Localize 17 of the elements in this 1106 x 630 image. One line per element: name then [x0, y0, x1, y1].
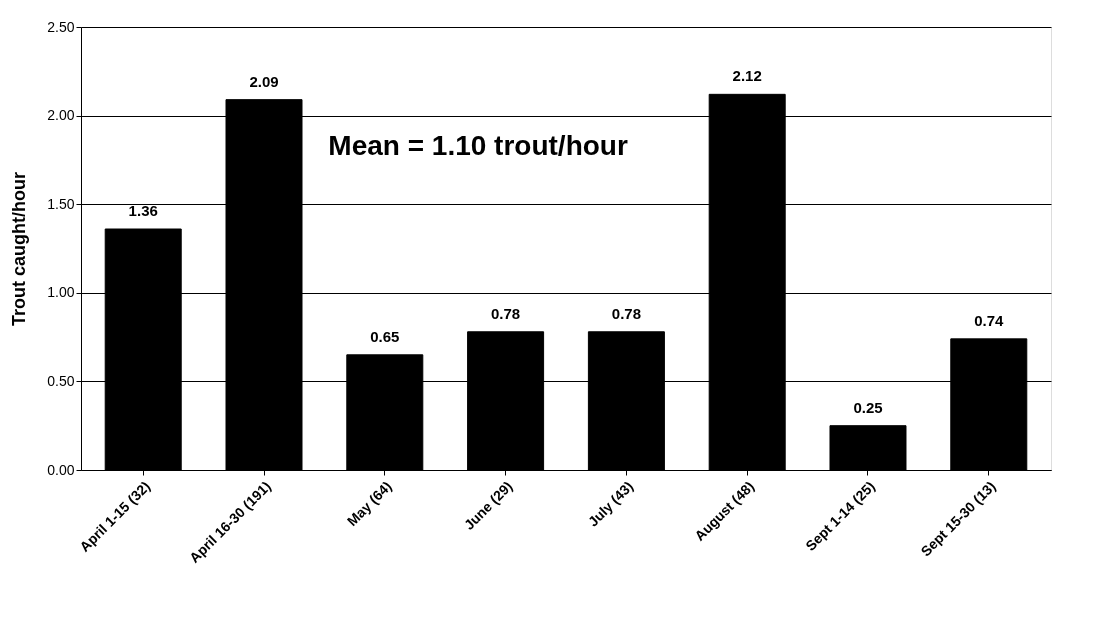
data-label: 2.12	[732, 67, 762, 85]
y-tick-label: 0.50	[47, 372, 75, 389]
y-tick-label: 1.50	[47, 195, 75, 212]
data-label: 0.65	[370, 327, 400, 345]
data-label: 0.74	[974, 311, 1005, 329]
y-tick-label: 2.00	[47, 107, 75, 124]
annotation: Mean = 1.10 trout/hour	[328, 129, 628, 161]
data-label: 0.78	[611, 304, 641, 322]
x-tick-label: May (64)	[343, 478, 395, 530]
y-tick-label: 0.00	[47, 461, 75, 478]
y-tick-label: 1.00	[47, 284, 75, 301]
data-label: 2.09	[249, 72, 279, 90]
y-tick-label: 2.50	[47, 18, 75, 35]
data-label: 0.25	[853, 398, 883, 416]
data-label: 0.78	[491, 304, 521, 322]
y-axis-title: Trout caught/hour	[9, 172, 30, 326]
data-label: 1.36	[128, 202, 158, 220]
